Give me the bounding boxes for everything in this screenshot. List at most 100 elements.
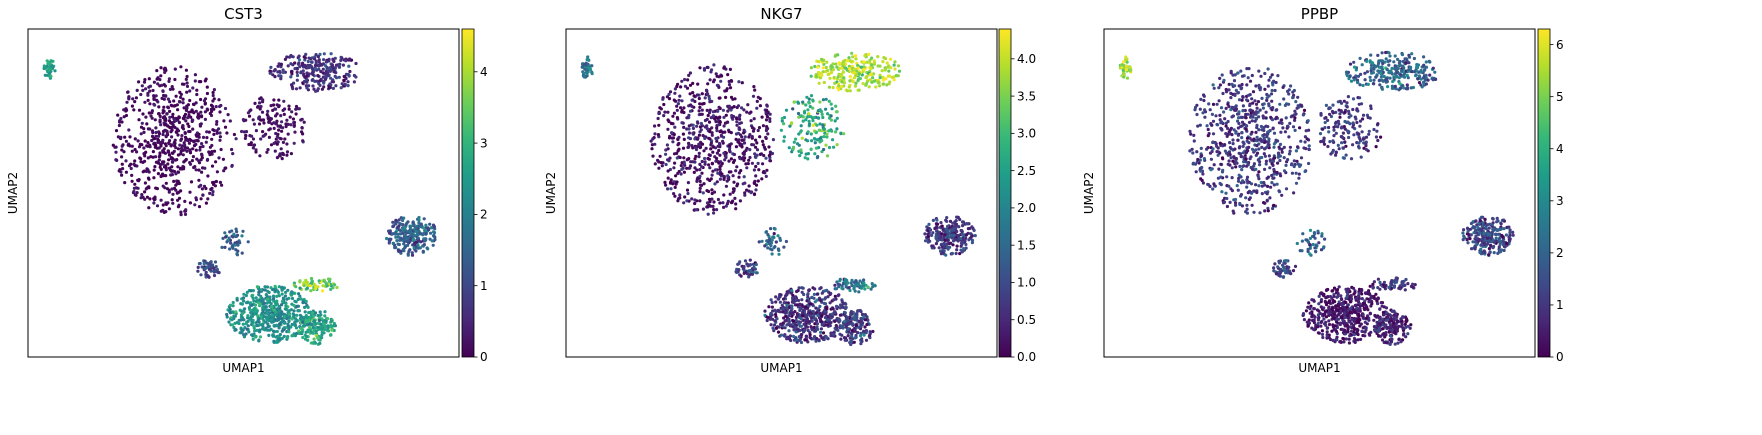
scatter-point — [793, 141, 796, 144]
scatter-point — [858, 320, 861, 323]
scatter-point — [735, 124, 738, 127]
scatter-point — [733, 97, 736, 100]
scatter-point — [1241, 179, 1244, 182]
scatter-point — [1245, 128, 1248, 131]
scatter-point — [830, 114, 833, 117]
scatter-point — [1295, 172, 1298, 175]
scatter-point — [273, 127, 276, 130]
scatter-point — [287, 133, 290, 136]
colorbar-tick-label: 4 — [480, 65, 488, 79]
scatter-point — [708, 100, 711, 103]
scatter-point — [1254, 148, 1257, 151]
scatter-point — [737, 80, 740, 83]
scatter-point — [1241, 165, 1244, 168]
scatter-point — [688, 131, 691, 134]
scatter-point — [710, 126, 713, 129]
scatter-point — [287, 319, 290, 322]
scatter-point — [290, 110, 293, 113]
scatter-point — [962, 247, 965, 250]
scatter-point — [935, 219, 938, 222]
scatter-point — [210, 104, 213, 107]
scatter-point — [690, 105, 693, 108]
scatter-point — [940, 238, 943, 241]
scatter-point — [229, 119, 232, 122]
scatter-point — [654, 162, 657, 165]
scatter-point — [197, 115, 200, 118]
scatter-point — [162, 203, 165, 206]
scatter-point — [330, 329, 333, 332]
scatter-point — [675, 105, 678, 108]
scatter-point — [828, 146, 831, 149]
scatter-point — [159, 118, 162, 121]
scatter-point — [212, 133, 215, 136]
scatter-point — [411, 224, 414, 227]
scatter-point — [188, 130, 191, 133]
scatter-point — [1257, 170, 1260, 173]
scatter-point — [1122, 75, 1125, 78]
scatter-point — [280, 303, 283, 306]
scatter-point — [283, 315, 286, 318]
scatter-point — [678, 170, 681, 173]
scatter-point — [961, 224, 964, 227]
scatter-point — [716, 172, 719, 175]
scatter-point — [230, 316, 233, 319]
scatter-point — [685, 167, 688, 170]
scatter-point — [252, 137, 255, 140]
scatter-point — [248, 115, 251, 118]
scatter-point — [331, 58, 334, 61]
scatter-point — [283, 113, 286, 116]
scatter-point — [280, 137, 283, 140]
scatter-point — [848, 79, 851, 82]
scatter-point — [198, 148, 201, 151]
scatter-point — [160, 210, 163, 213]
scatter-point — [974, 234, 977, 237]
scatter-point — [850, 318, 853, 321]
scatter-point — [709, 154, 712, 157]
scatter-point — [415, 241, 418, 244]
scatter-point — [772, 236, 775, 239]
scatter-point — [758, 126, 761, 129]
scatter-point — [134, 148, 137, 151]
scatter-point — [206, 108, 209, 111]
scatter-point — [1233, 79, 1236, 82]
scatter-point — [305, 300, 308, 303]
scatter-point — [151, 109, 154, 112]
scatter-point — [200, 115, 203, 118]
scatter-point — [748, 148, 751, 151]
scatter-point — [288, 309, 291, 312]
scatter-point — [433, 225, 436, 228]
scatter-point — [747, 135, 750, 138]
scatter-point — [758, 135, 761, 138]
scatter-point — [706, 205, 709, 208]
scatter-point — [210, 138, 213, 141]
scatter-point — [1195, 113, 1198, 116]
scatter-point — [1263, 152, 1266, 155]
scatter-point — [423, 229, 426, 232]
scatter-point — [1241, 204, 1244, 207]
scatter-point — [682, 133, 685, 136]
scatter-point — [261, 111, 264, 114]
scatter-point — [757, 162, 760, 165]
scatter-point — [667, 177, 670, 180]
scatter-point — [1282, 97, 1285, 100]
scatter-point — [185, 78, 188, 81]
scatter-point — [701, 143, 704, 146]
scatter-point — [806, 326, 809, 329]
scatter-point — [164, 67, 167, 70]
scatter-point — [763, 310, 766, 313]
scatter-point — [673, 152, 676, 155]
scatter-point — [115, 129, 118, 132]
scatter-point — [791, 107, 794, 110]
scatter-point — [329, 70, 332, 73]
scatter-point — [286, 150, 289, 153]
scatter-point — [241, 303, 244, 306]
scatter-point — [1265, 93, 1268, 96]
scatter-point — [862, 82, 865, 85]
scatter-point — [804, 156, 807, 159]
scatter-point — [1203, 157, 1206, 160]
scatter-point — [148, 170, 151, 173]
scatter-point — [687, 127, 690, 130]
scatter-point — [680, 164, 683, 167]
scatter-point — [279, 114, 282, 117]
scatter-point — [696, 122, 699, 125]
